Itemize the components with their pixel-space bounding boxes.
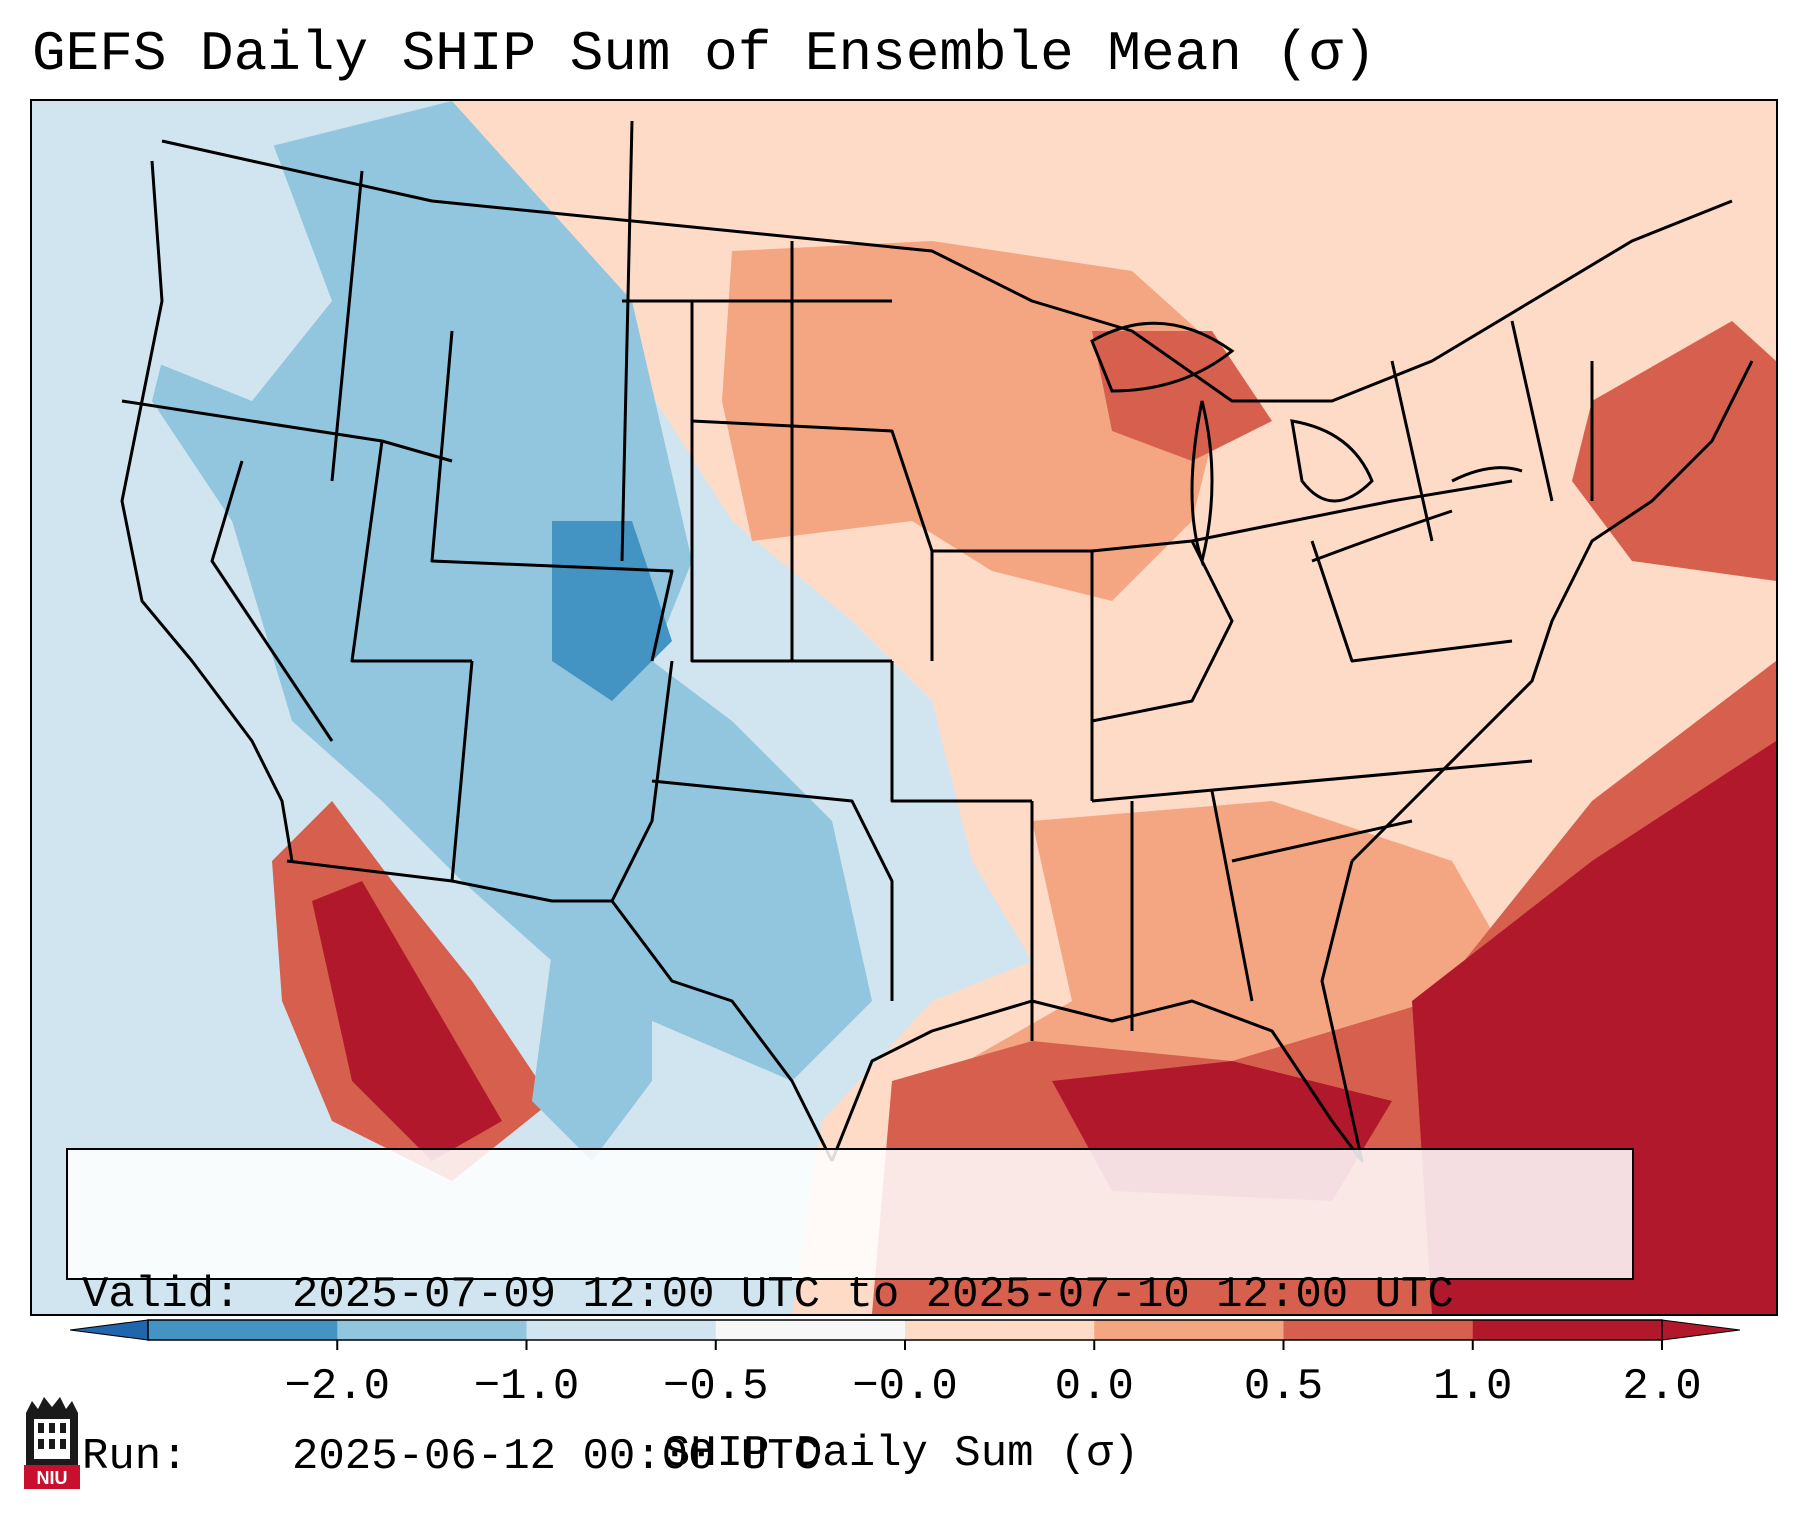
colorbar-tick-label: 0.5 xyxy=(1243,1362,1324,1412)
run-row: Run: 2025-06-12 00:00 UTC xyxy=(82,1430,1618,1484)
colorbar-tick-label: 2.0 xyxy=(1622,1362,1702,1412)
run-label: Run: xyxy=(82,1432,188,1482)
colorbar-segment xyxy=(148,1320,338,1340)
colorbar-tick-label: 0.0 xyxy=(1054,1362,1134,1412)
university-seal-icon: NIU xyxy=(24,1397,80,1489)
anomaly-band-northeast xyxy=(1572,321,1776,581)
colorbar-segment xyxy=(1472,1320,1663,1340)
colorbar-segment xyxy=(905,1320,1095,1340)
valid-row: Valid: 2025-07-09 12:00 UTC to 2025-07-10… xyxy=(82,1268,1618,1322)
colorbar-label: SHIP Daily Sum (σ) xyxy=(663,1429,1140,1479)
colorbar xyxy=(70,1319,1740,1350)
page-title: GEFS Daily SHIP Sum of Ensemble Mean (σ) xyxy=(32,22,1377,86)
run-value: 2025-06-12 00:00 UTC xyxy=(292,1432,821,1482)
colorbar-tick-label: −0.0 xyxy=(852,1362,958,1412)
valid-value: 2025-07-09 12:00 UTC to 2025-07-10 12:00… xyxy=(292,1270,1454,1320)
colorbar-segments xyxy=(70,1319,1740,1350)
colorbar-tick-label: −1.0 xyxy=(473,1362,580,1412)
colorbar-tick-label: −2.0 xyxy=(284,1362,391,1412)
anomaly-band-pacific-nw xyxy=(132,141,332,401)
great-lakes xyxy=(1090,321,1523,567)
anomaly-band-great-lakes xyxy=(1092,331,1272,461)
colorbar-segment xyxy=(1094,1320,1284,1340)
anomaly-band-texas xyxy=(532,951,652,1161)
colorbar-segment xyxy=(337,1320,527,1340)
colorbar-segment xyxy=(1283,1320,1474,1340)
colorbar-extend-low xyxy=(70,1319,149,1341)
anomaly-band-baja-core xyxy=(312,881,502,1161)
colorbar-segment xyxy=(715,1320,906,1340)
state-borders xyxy=(120,120,1754,1163)
colorbar-tick-label: −0.5 xyxy=(662,1362,769,1412)
colorbar-extend-high xyxy=(1661,1319,1740,1341)
valid-label: Valid: xyxy=(82,1270,241,1320)
colorbar-tick-label: 1.0 xyxy=(1433,1362,1513,1412)
anomaly-band-west xyxy=(152,101,872,1081)
validity-info-box: Valid: 2025-07-09 12:00 UTC to 2025-07-10… xyxy=(66,1148,1634,1482)
colorbar-segment xyxy=(526,1320,717,1340)
logo-text: NIU xyxy=(37,1468,68,1488)
map-panel xyxy=(30,99,1778,1316)
